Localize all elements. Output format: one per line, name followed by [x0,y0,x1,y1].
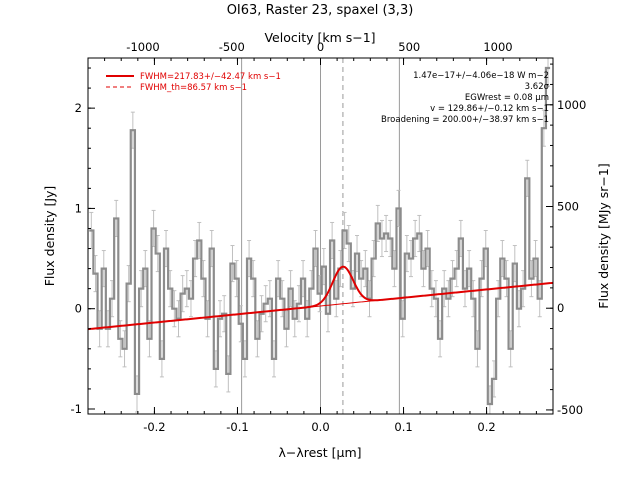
y2-tick-label: 0 [557,301,564,315]
chart-title: OI63, Raster 23, spaxel (3,3) [227,3,414,18]
x2-tick-label: -500 [219,40,245,54]
annotation-sigma: 3.62σ [525,82,550,92]
x-tick-label: -0.1 [226,420,248,434]
annotation-broadening: Broadening = 200.00+/−38.97 km s−1 [381,115,549,125]
legend: FWHM=217.83+/−42.47 km s−1 FWHM_th=86.57… [106,72,281,93]
y-tick-label: -1 [71,402,82,416]
x-tick-label: 0.1 [394,420,412,434]
annotation-egw: EGWrest = 0.08 μm [465,93,549,103]
x-tick-label: -0.2 [143,420,165,434]
y2-tick-label: 1000 [557,98,586,112]
x2-tick-label: 0 [317,40,324,54]
y2-tick-label: -500 [557,403,583,417]
x2-tick-label: 1000 [483,40,512,54]
fit-curves [87,265,554,331]
data-series [89,66,551,406]
y2-axis-label: Flux density [MJy sr−1] [596,163,611,308]
axes: -0.2 -0.1 0.0 0.1 0.2 -1000 -500 0 500 1000 -1 0 1 2 -… [71,40,587,434]
x2-tick-label: 500 [398,40,420,54]
total-fit [87,265,554,331]
x-axis-label: λ−λrest [μm] [278,445,361,460]
y-axis-label: Flux density [Jy] [42,186,57,287]
y-tick-label: 2 [75,101,82,115]
annotation-velocity: v = 129.86+/−0.12 km s−1 [430,104,549,114]
annotation-flux: 1.47e−17+/−4.06e−18 W m−2 [413,71,549,81]
y-tick-label: 0 [75,302,82,316]
x2-tick-label: -1000 [126,40,159,54]
data-spectrum [89,66,551,406]
legend-label-fwhm: FWHM=217.83+/−42.47 km s−1 [140,72,281,82]
x-tick-label: 0.2 [477,420,495,434]
y2-tick-label: 500 [557,200,579,214]
reference-lines [241,58,400,414]
legend-label-fwhm-th: FWHM_th=86.57 km s−1 [140,83,247,93]
x2-axis-label: Velocity [km s−1] [264,30,375,45]
x-tick-label: 0.0 [311,420,329,434]
y-tick-label: 1 [75,201,82,215]
fit-annotations: 1.47e−17+/−4.06e−18 W m−2 3.62σ EGWrest … [381,71,550,125]
